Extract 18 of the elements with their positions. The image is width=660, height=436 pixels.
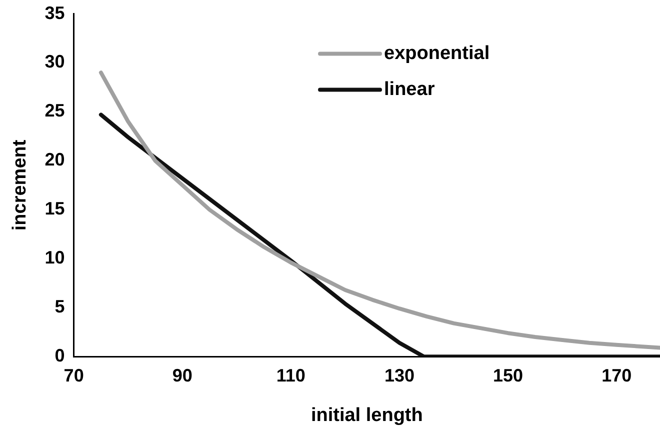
x-tick-label: 110 — [276, 365, 306, 386]
x-tick-label: 90 — [172, 365, 192, 386]
y-tick-label: 10 — [44, 248, 65, 268]
legend-label: linear — [384, 79, 436, 100]
x-tick-label: 170 — [602, 365, 632, 386]
y-tick-label: 25 — [44, 100, 65, 121]
x-tick-label: 130 — [384, 365, 414, 386]
x-tick-label: 150 — [493, 365, 524, 386]
y-tick-label: 0 — [54, 346, 65, 366]
y-axis-title: increment — [10, 139, 31, 231]
y-tick-label: 20 — [44, 150, 65, 170]
legend-label: exponential — [384, 43, 490, 64]
y-tick-label: 5 — [54, 296, 65, 317]
y-tick-label: 35 — [44, 2, 65, 23]
y-tick-label: 15 — [44, 198, 65, 219]
x-axis-title: initial length — [310, 404, 423, 426]
x-tick-label: 70 — [64, 365, 84, 386]
y-tick-label: 30 — [44, 52, 65, 72]
